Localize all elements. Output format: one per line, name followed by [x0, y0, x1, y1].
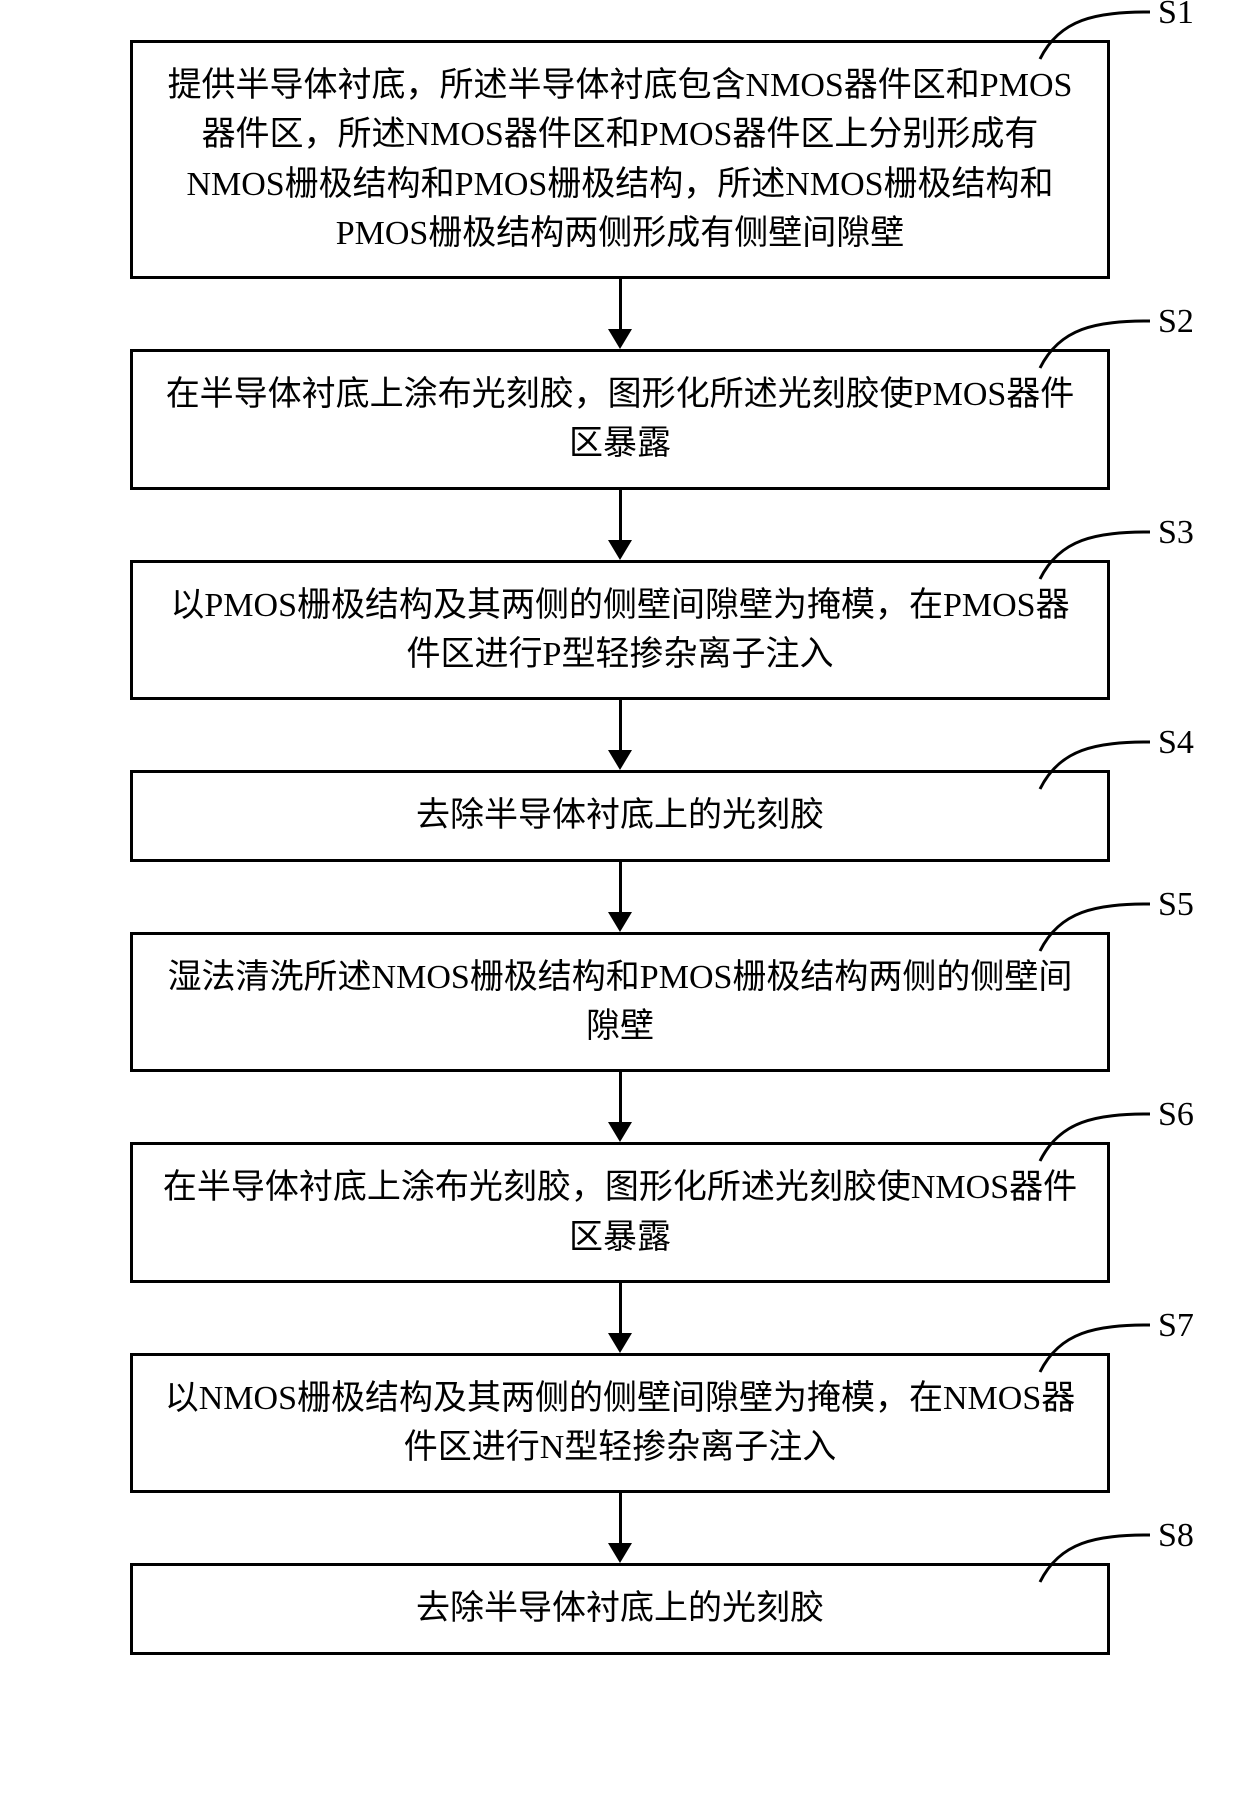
step-s3-wrap: S3 以PMOS栅极结构及其两侧的侧壁间隙壁为掩模，在PMOS器件区进行P型轻掺…: [0, 560, 1240, 701]
step-s4-text: 去除半导体衬底上的光刻胶: [416, 791, 824, 840]
arrowhead-icon: [608, 329, 632, 349]
step-s5-box: 湿法清洗所述NMOS栅极结构和PMOS栅极结构两侧的侧壁间隙壁: [130, 932, 1110, 1073]
step-s7-text: 以NMOS栅极结构及其两侧的侧壁间隙壁为掩模，在NMOS器件区进行N型轻掺杂离子…: [161, 1374, 1079, 1473]
connector-s6-s7: [0, 1283, 1240, 1353]
connector-line: [619, 1072, 622, 1124]
label-s1: S1: [1158, 0, 1194, 32]
connector-s5-s6: [0, 1072, 1240, 1142]
connector-line: [619, 279, 622, 331]
arrowhead-icon: [608, 1543, 632, 1563]
step-s8-wrap: S8 去除半导体衬底上的光刻胶: [0, 1563, 1240, 1654]
arrowhead-icon: [608, 912, 632, 932]
step-s7-box: 以NMOS栅极结构及其两侧的侧壁间隙壁为掩模，在NMOS器件区进行N型轻掺杂离子…: [130, 1353, 1110, 1494]
step-s4-box: 去除半导体衬底上的光刻胶: [130, 770, 1110, 861]
step-s3-text: 以PMOS栅极结构及其两侧的侧壁间隙壁为掩模，在PMOS器件区进行P型轻掺杂离子…: [161, 581, 1079, 680]
arrowhead-icon: [608, 750, 632, 770]
arrowhead-icon: [608, 1122, 632, 1142]
connector-line: [619, 1283, 622, 1335]
step-s8-box: 去除半导体衬底上的光刻胶: [130, 1563, 1110, 1654]
connector-s4-s5: [0, 862, 1240, 932]
step-s6-wrap: S6 在半导体衬底上涂布光刻胶，图形化所述光刻胶使NMOS器件区暴露: [0, 1142, 1240, 1283]
step-s6-text: 在半导体衬底上涂布光刻胶，图形化所述光刻胶使NMOS器件区暴露: [161, 1163, 1079, 1262]
step-s8-text: 去除半导体衬底上的光刻胶: [416, 1584, 824, 1633]
step-s1-wrap: S1 提供半导体衬底，所述半导体衬底包含NMOS器件区和PMOS器件区，所述NM…: [0, 40, 1240, 279]
process-flowchart: S1 提供半导体衬底，所述半导体衬底包含NMOS器件区和PMOS器件区，所述NM…: [0, 0, 1240, 1655]
connector-s1-s2: [0, 279, 1240, 349]
step-s3-box: 以PMOS栅极结构及其两侧的侧壁间隙壁为掩模，在PMOS器件区进行P型轻掺杂离子…: [130, 560, 1110, 701]
connector-s2-s3: [0, 490, 1240, 560]
connector-line: [619, 490, 622, 542]
connector-line: [619, 700, 622, 752]
arrowhead-icon: [608, 540, 632, 560]
step-s2-text: 在半导体衬底上涂布光刻胶，图形化所述光刻胶使PMOS器件区暴露: [161, 370, 1079, 469]
step-s1-text: 提供半导体衬底，所述半导体衬底包含NMOS器件区和PMOS器件区，所述NMOS器…: [161, 61, 1079, 258]
step-s5-wrap: S5 湿法清洗所述NMOS栅极结构和PMOS栅极结构两侧的侧壁间隙壁: [0, 932, 1240, 1073]
step-s2-box: 在半导体衬底上涂布光刻胶，图形化所述光刻胶使PMOS器件区暴露: [130, 349, 1110, 490]
connector-s7-s8: [0, 1493, 1240, 1563]
step-s2-wrap: S2 在半导体衬底上涂布光刻胶，图形化所述光刻胶使PMOS器件区暴露: [0, 349, 1240, 490]
step-s6-box: 在半导体衬底上涂布光刻胶，图形化所述光刻胶使NMOS器件区暴露: [130, 1142, 1110, 1283]
connector-line: [619, 1493, 622, 1545]
step-s4-wrap: S4 去除半导体衬底上的光刻胶: [0, 770, 1240, 861]
connector-line: [619, 862, 622, 914]
arrowhead-icon: [608, 1333, 632, 1353]
step-s5-text: 湿法清洗所述NMOS栅极结构和PMOS栅极结构两侧的侧壁间隙壁: [161, 953, 1079, 1052]
connector-s3-s4: [0, 700, 1240, 770]
step-s1-box: 提供半导体衬底，所述半导体衬底包含NMOS器件区和PMOS器件区，所述NMOS器…: [130, 40, 1110, 279]
step-s7-wrap: S7 以NMOS栅极结构及其两侧的侧壁间隙壁为掩模，在NMOS器件区进行N型轻掺…: [0, 1353, 1240, 1494]
